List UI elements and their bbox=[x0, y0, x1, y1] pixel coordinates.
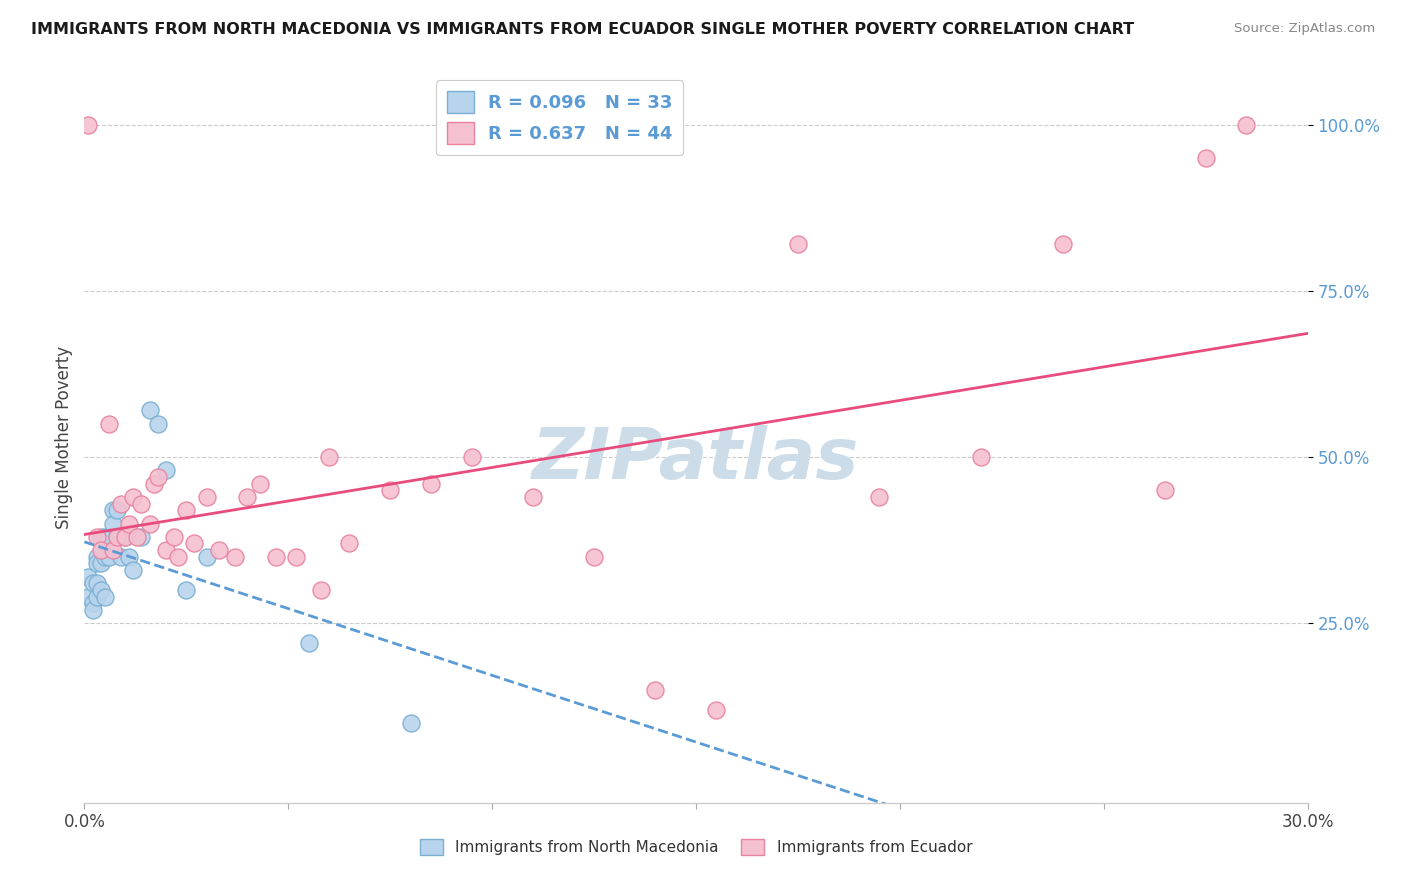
Point bbox=[644, 682, 666, 697]
Point bbox=[146, 470, 169, 484]
Point bbox=[122, 490, 145, 504]
Point bbox=[86, 530, 108, 544]
Point bbox=[706, 703, 728, 717]
Point bbox=[1195, 151, 1218, 165]
Point bbox=[318, 450, 340, 464]
Point bbox=[183, 536, 205, 550]
Point bbox=[138, 516, 160, 531]
Text: Source: ZipAtlas.com: Source: ZipAtlas.com bbox=[1234, 22, 1375, 36]
Point bbox=[208, 543, 231, 558]
Point bbox=[101, 516, 124, 531]
Point bbox=[309, 582, 332, 597]
Point bbox=[86, 557, 108, 571]
Point bbox=[163, 530, 186, 544]
Point bbox=[285, 549, 308, 564]
Point bbox=[93, 590, 115, 604]
Point bbox=[118, 549, 141, 564]
Point bbox=[339, 536, 361, 550]
Point bbox=[101, 503, 124, 517]
Point bbox=[90, 582, 112, 597]
Point bbox=[970, 450, 993, 464]
Point bbox=[77, 570, 100, 584]
Point bbox=[114, 530, 136, 544]
Point bbox=[97, 530, 120, 544]
Point bbox=[869, 490, 891, 504]
Point bbox=[86, 549, 108, 564]
Point bbox=[110, 549, 132, 564]
Legend: Immigrants from North Macedonia, Immigrants from Ecuador: Immigrants from North Macedonia, Immigra… bbox=[413, 833, 979, 861]
Point bbox=[195, 549, 218, 564]
Point bbox=[298, 636, 321, 650]
Point bbox=[90, 543, 112, 558]
Point bbox=[399, 716, 422, 731]
Point bbox=[420, 476, 443, 491]
Point bbox=[264, 549, 287, 564]
Point bbox=[461, 450, 484, 464]
Point bbox=[82, 603, 104, 617]
Point bbox=[82, 596, 104, 610]
Point bbox=[1236, 118, 1258, 132]
Point bbox=[1154, 483, 1177, 498]
Y-axis label: Single Mother Poverty: Single Mother Poverty bbox=[55, 345, 73, 529]
Point bbox=[522, 490, 544, 504]
Point bbox=[118, 516, 141, 531]
Point bbox=[86, 590, 108, 604]
Point bbox=[101, 543, 124, 558]
Point bbox=[114, 530, 136, 544]
Point bbox=[77, 590, 100, 604]
Point bbox=[93, 530, 115, 544]
Point bbox=[110, 497, 132, 511]
Point bbox=[127, 530, 149, 544]
Point bbox=[97, 549, 120, 564]
Point bbox=[146, 417, 169, 431]
Point bbox=[224, 549, 246, 564]
Point bbox=[195, 490, 218, 504]
Point bbox=[249, 476, 271, 491]
Point bbox=[131, 530, 153, 544]
Point bbox=[122, 563, 145, 577]
Text: IMMIGRANTS FROM NORTH MACEDONIA VS IMMIGRANTS FROM ECUADOR SINGLE MOTHER POVERTY: IMMIGRANTS FROM NORTH MACEDONIA VS IMMIG… bbox=[31, 22, 1135, 37]
Point bbox=[155, 463, 177, 477]
Point bbox=[82, 576, 104, 591]
Point bbox=[142, 476, 165, 491]
Point bbox=[787, 237, 810, 252]
Point bbox=[1052, 237, 1074, 252]
Point bbox=[77, 118, 100, 132]
Point bbox=[380, 483, 402, 498]
Point bbox=[167, 549, 190, 564]
Point bbox=[97, 417, 120, 431]
Point bbox=[105, 530, 128, 544]
Point bbox=[90, 530, 112, 544]
Point bbox=[583, 549, 606, 564]
Point bbox=[90, 557, 112, 571]
Text: ZIPatlas: ZIPatlas bbox=[533, 425, 859, 493]
Point bbox=[138, 403, 160, 417]
Point bbox=[155, 543, 177, 558]
Point bbox=[131, 497, 153, 511]
Point bbox=[93, 549, 115, 564]
Point bbox=[86, 576, 108, 591]
Point bbox=[236, 490, 259, 504]
Point bbox=[105, 503, 128, 517]
Point bbox=[105, 530, 128, 544]
Point bbox=[174, 503, 197, 517]
Point bbox=[174, 582, 197, 597]
